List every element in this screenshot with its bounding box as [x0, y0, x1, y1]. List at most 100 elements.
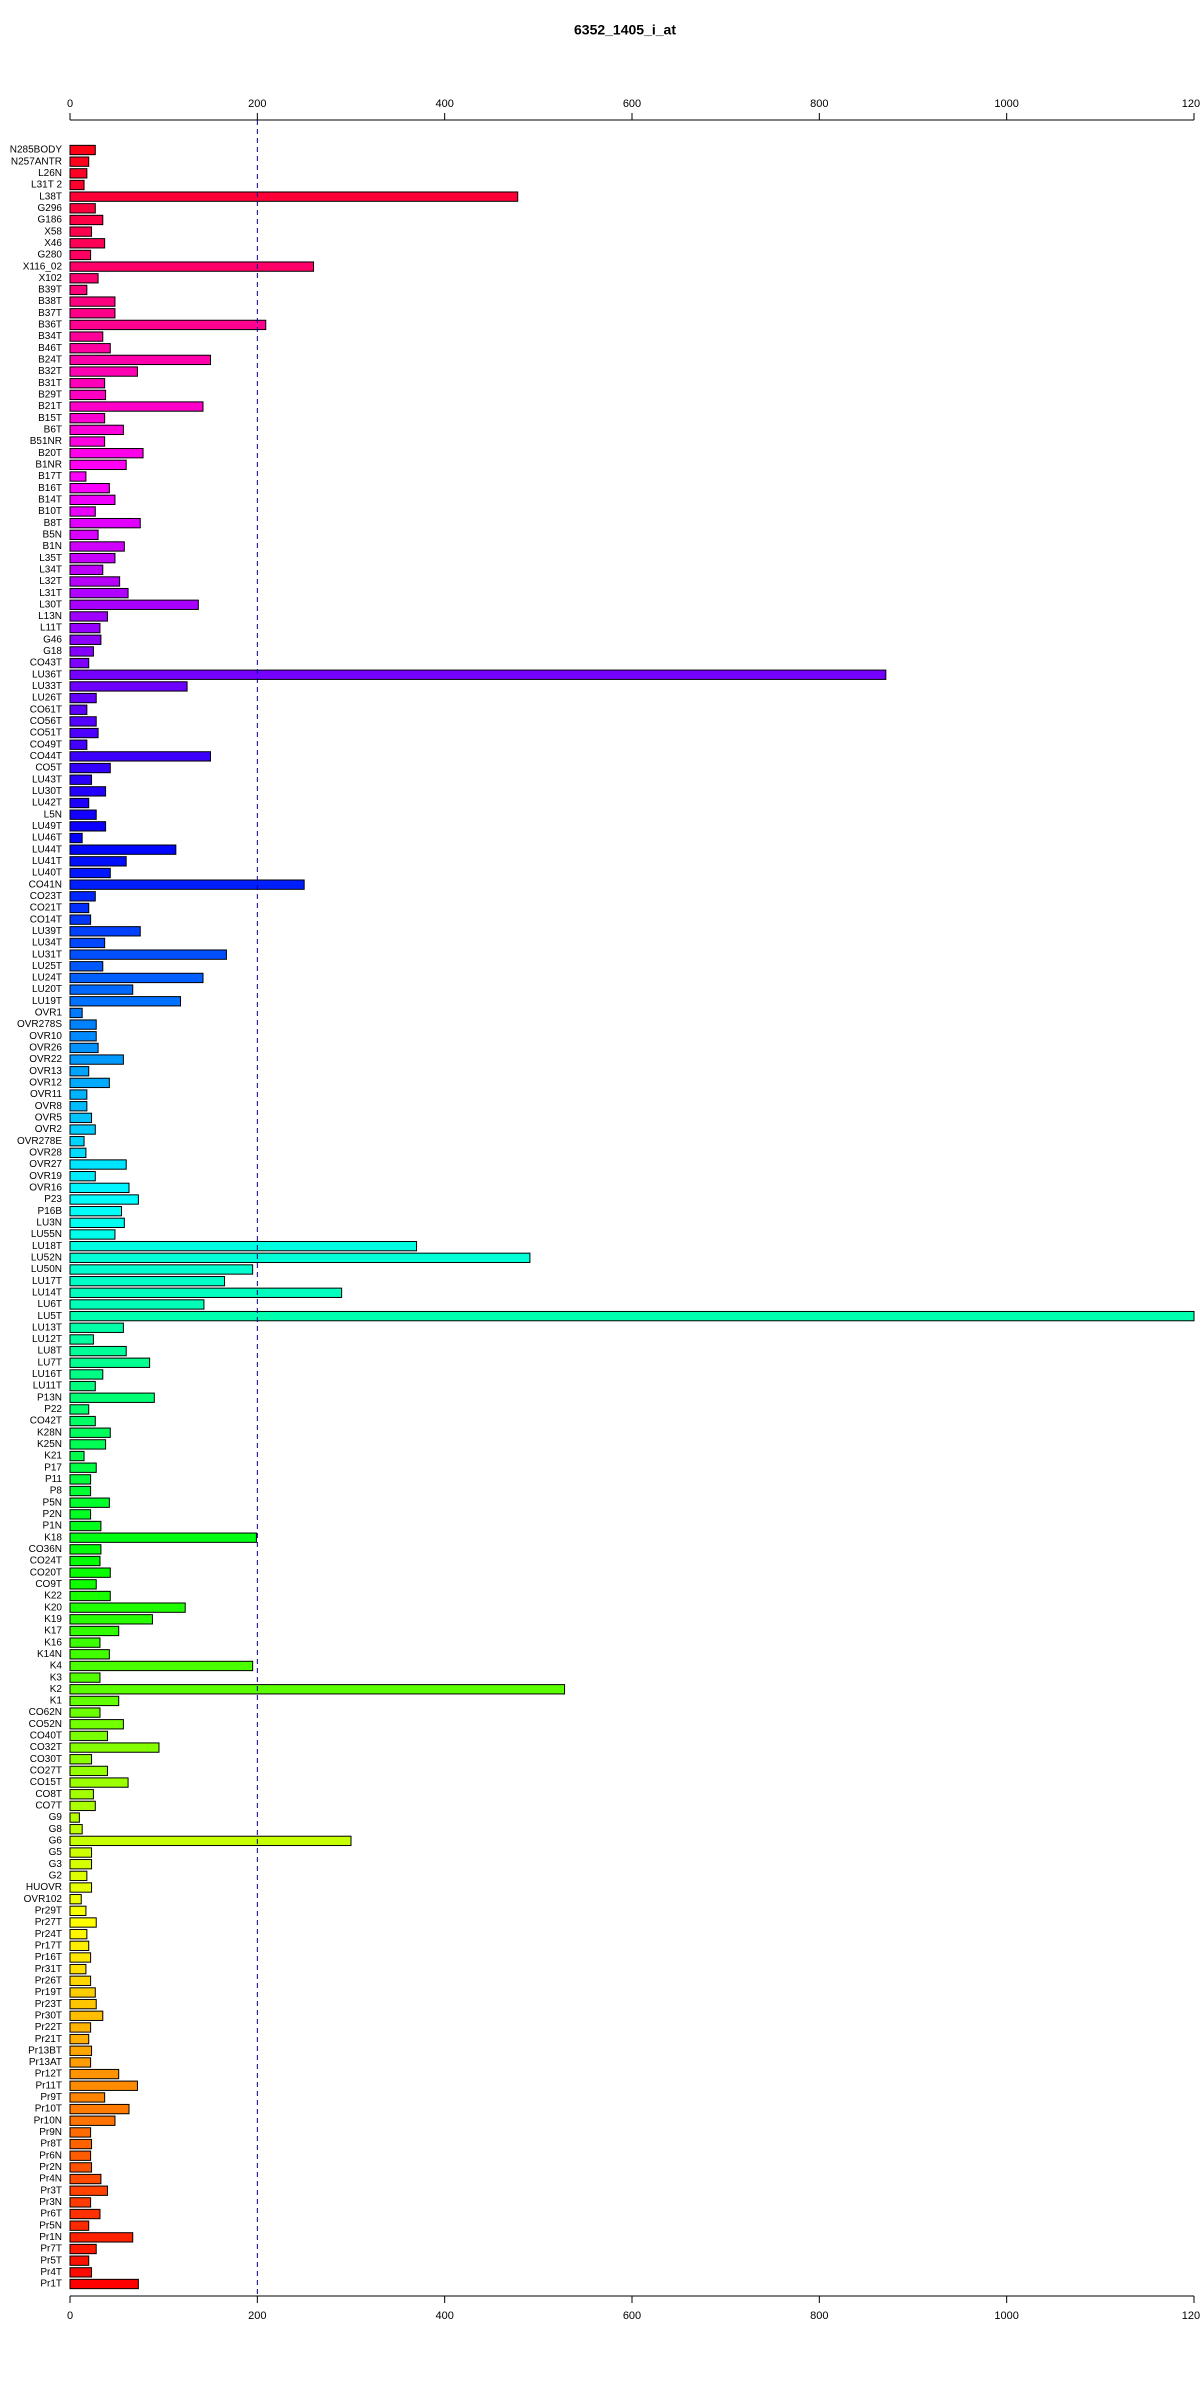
category-label: X116_02 [23, 261, 63, 272]
bar [69, 1544, 102, 1555]
bar [69, 1684, 566, 1695]
category-label: K3 [50, 1672, 63, 1683]
x-tick-label: 0 [67, 2310, 73, 2322]
category-label: OVR26 [29, 1043, 62, 1054]
category-label: LU17T [32, 1276, 62, 1287]
category-label: B1N [43, 541, 62, 552]
category-label: B17T [38, 471, 62, 482]
category-label: LU30T [32, 786, 62, 797]
x-tick-label: 400 [435, 2310, 453, 2322]
bar [69, 1800, 96, 1812]
bar [69, 249, 92, 261]
category-label: L35T [39, 553, 62, 564]
category-label: LU18T [32, 1241, 62, 1252]
category-label: OVR19 [29, 1171, 62, 1182]
category-label: CO44T [30, 751, 62, 762]
bar [69, 2033, 90, 2045]
bar [69, 622, 101, 634]
category-label: Pr24T [35, 1929, 62, 1940]
bar [69, 214, 104, 226]
bar [69, 1439, 107, 1450]
bar [69, 2045, 93, 2056]
bar [69, 494, 116, 506]
bar [69, 751, 211, 762]
x-tick-label: 800 [810, 2310, 828, 2322]
category-label: G5 [49, 1847, 63, 1858]
bar [69, 459, 127, 471]
bar [69, 1415, 96, 1427]
category-label: Pr27T [35, 1917, 62, 1928]
category-label: K4 [50, 1661, 63, 1672]
category-label: G280 [38, 250, 63, 261]
category-label: Pr29T [35, 1905, 62, 1916]
bar [69, 413, 106, 424]
bar [69, 1660, 254, 1672]
bar [69, 1870, 88, 1882]
bar [69, 1555, 101, 1567]
bar [69, 879, 305, 890]
x-tick-label: 1000 [994, 98, 1018, 110]
x-tick-label: 1200 [1182, 98, 1200, 110]
bar [69, 1217, 125, 1228]
bar [69, 1532, 257, 1543]
category-label: LU3N [36, 1217, 62, 1228]
bar [69, 1147, 87, 1159]
bar [69, 692, 97, 704]
bar [69, 1882, 93, 1893]
category-label: OVR27 [29, 1159, 62, 1170]
x-tick-label: 0 [67, 98, 73, 110]
bar [69, 2022, 92, 2033]
category-label: CO23T [30, 891, 62, 902]
bar [69, 1777, 129, 1788]
category-label: OVR1 [35, 1008, 63, 1019]
bar [69, 2255, 90, 2266]
category-label: LU26T [32, 693, 62, 704]
bar [69, 1264, 254, 1275]
category-label: LU24T [32, 973, 62, 984]
bar [69, 1101, 88, 1112]
category-label: Pr5T [40, 2255, 62, 2266]
bar [69, 2220, 90, 2231]
chart-title: 6352_1405_i_at [574, 22, 676, 38]
category-label: Pr26T [35, 1975, 62, 1986]
category-label: L34T [39, 564, 62, 575]
category-label: Pr11T [36, 2080, 63, 2091]
bar [69, 331, 104, 342]
bar [69, 261, 315, 272]
bar [69, 856, 127, 867]
category-label: CO36N [29, 1544, 62, 1555]
category-label: B36T [38, 320, 62, 331]
category-label: LU42T [32, 798, 62, 809]
category-label: G9 [49, 1812, 63, 1823]
category-label: G18 [43, 646, 62, 657]
category-label: B32T [38, 366, 62, 377]
category-label: L31T [39, 588, 62, 599]
category-label: B16T [38, 483, 62, 494]
bar [69, 541, 125, 552]
bar [69, 1998, 97, 2010]
category-label: CO62N [29, 1707, 62, 1718]
bar [69, 587, 129, 599]
category-label: LU5T [38, 1311, 62, 1322]
category-label: P1N [43, 1521, 62, 1532]
bar [69, 1450, 85, 1462]
bar [69, 1824, 83, 1835]
category-label: B38T [38, 296, 62, 307]
bar [69, 1240, 418, 1252]
category-label: LU7T [38, 1357, 62, 1368]
category-label: CO14T [30, 914, 62, 925]
category-label: P17 [44, 1462, 62, 1473]
category-label: LU13T [32, 1322, 62, 1333]
bar [69, 1380, 96, 1392]
bar [69, 296, 116, 307]
bar [69, 1474, 92, 1485]
category-label: CO27T [30, 1766, 62, 1777]
category-label: Pr13AT [29, 2057, 62, 2068]
category-label: G186 [38, 215, 63, 226]
bar [69, 203, 96, 214]
bar [69, 1730, 108, 1742]
bar [69, 1905, 87, 1917]
category-label: B1NR [35, 459, 62, 470]
category-label: G46 [43, 634, 62, 645]
category-label: CO7T [35, 1801, 62, 1812]
